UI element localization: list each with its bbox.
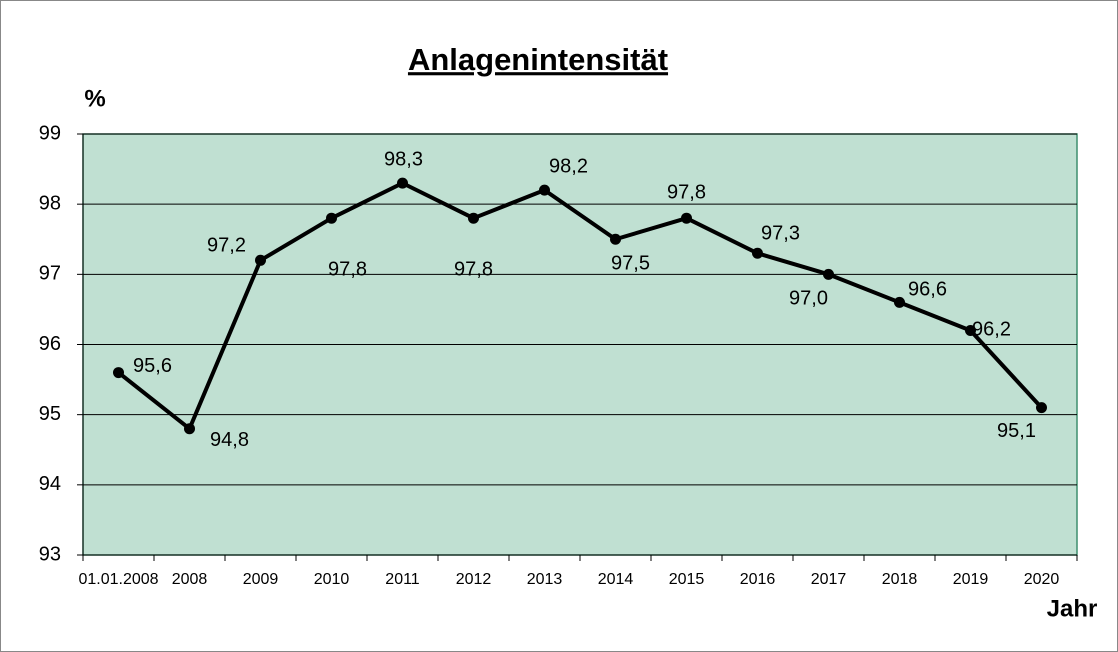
data-point — [681, 212, 692, 224]
data-label: 97,8 — [667, 181, 706, 203]
data-label: 97,8 — [328, 258, 367, 280]
data-point — [113, 367, 124, 379]
y-tick-label: 98 — [39, 192, 61, 214]
y-tick-label: 93 — [39, 543, 61, 565]
data-label: 97,0 — [789, 288, 828, 310]
data-label: 97,3 — [761, 223, 800, 245]
data-label: 97,8 — [454, 258, 493, 280]
y-tick-label: 96 — [39, 333, 61, 355]
data-point — [894, 296, 905, 308]
data-point — [752, 247, 763, 259]
x-tick-label: 2020 — [1024, 571, 1060, 588]
x-tick-label: 2017 — [811, 571, 847, 588]
chart-title: Anlagenintensität — [408, 42, 668, 77]
x-tick-label: 2016 — [740, 571, 776, 588]
x-tick-label: 2008 — [172, 571, 208, 588]
x-axis-label: Jahr — [1047, 595, 1098, 622]
data-point — [539, 184, 550, 196]
x-tick-label: 2014 — [598, 571, 634, 588]
data-point — [255, 254, 266, 266]
data-point — [823, 268, 834, 280]
data-label: 96,2 — [972, 319, 1011, 341]
data-label: 97,5 — [611, 253, 650, 275]
data-point — [468, 212, 479, 224]
data-label: 95,6 — [133, 355, 172, 377]
data-point — [397, 177, 408, 189]
data-point — [184, 423, 195, 435]
y-tick-label: 97 — [39, 263, 61, 285]
y-tick-label: 94 — [39, 473, 61, 495]
data-point — [610, 233, 621, 245]
x-tick-label: 2013 — [527, 571, 563, 588]
data-label: 98,3 — [384, 148, 423, 170]
x-tick-label: 2019 — [953, 571, 989, 588]
data-label: 97,2 — [207, 235, 246, 257]
data-label: 98,2 — [549, 155, 588, 177]
data-label: 94,8 — [210, 429, 249, 451]
data-label: 95,1 — [997, 420, 1036, 442]
x-tick-label: 2011 — [385, 571, 420, 588]
series-line — [117, 181, 1043, 431]
y-axis-label: % — [84, 85, 105, 112]
data-point — [326, 212, 337, 224]
data-label: 96,6 — [908, 279, 947, 301]
data-point — [1036, 402, 1047, 414]
x-tick-label: 2015 — [669, 571, 705, 588]
x-tick-label: 2012 — [456, 571, 492, 588]
x-tick-label: 2018 — [882, 571, 918, 588]
y-tick-label: 99 — [39, 122, 61, 144]
y-tick-label: 95 — [39, 403, 61, 425]
x-tick-label: 2010 — [314, 571, 350, 588]
x-tick-label: 2009 — [243, 571, 279, 588]
x-tick-label: 01.01.2008 — [78, 571, 158, 588]
data-point — [965, 324, 976, 336]
